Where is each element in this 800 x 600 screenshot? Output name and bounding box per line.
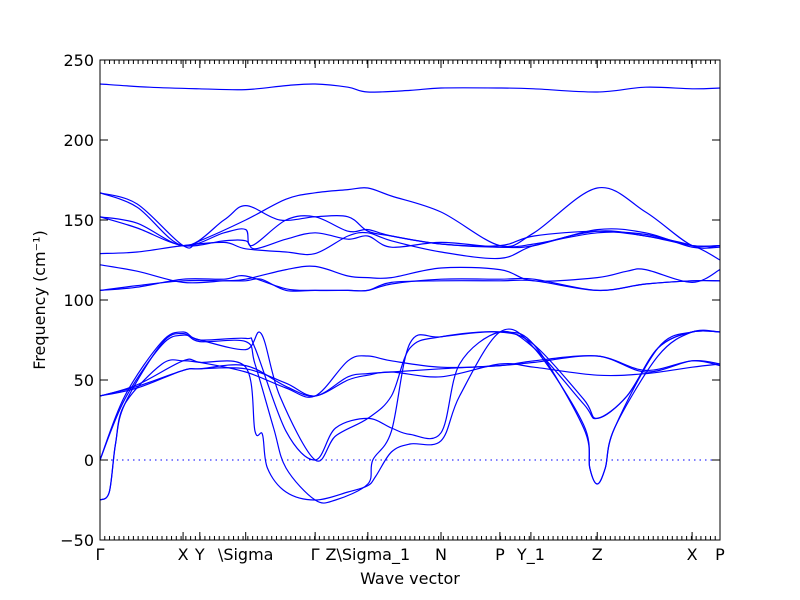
y-tick-label: 50 (74, 371, 94, 390)
y-tick-label: 0 (84, 451, 94, 470)
x-tick-label: Γ (96, 545, 105, 564)
x-tick-label: Z (592, 545, 603, 564)
y-tick-label: −50 (60, 531, 94, 550)
x-tick-label: Z\Sigma_1 (325, 545, 410, 565)
y-tick-label: 200 (63, 131, 94, 150)
band-series (99, 83, 721, 504)
y-axis-ticks: −50 0 50 100 150 200 250 (60, 51, 720, 550)
y-tick-label: 100 (63, 291, 94, 310)
x-tick-label: N (435, 545, 447, 564)
band-line-11 (99, 330, 721, 462)
x-axis-ticks: Γ X Y \Sigma Γ Z\Sigma_1 N P Y_1 Z X P (96, 60, 725, 565)
band-line-4 (99, 215, 721, 249)
band-line-6 (99, 230, 721, 261)
band-line-9 (99, 278, 721, 292)
x-tick-label: P (495, 545, 505, 564)
y-tick-label: 250 (63, 51, 94, 70)
band-line-13 (99, 328, 721, 501)
x-tick-label: X (687, 545, 698, 564)
x-tick-label: Γ (311, 545, 320, 564)
x-tick-label: P (715, 545, 725, 564)
band-line-5 (99, 216, 721, 250)
band-line-1 (99, 83, 721, 93)
band-line-16 (99, 355, 721, 398)
x-tick-label: Y (194, 545, 205, 564)
y-axis-title: Frequency (cm⁻¹) (30, 230, 49, 369)
band-line-12 (99, 330, 721, 504)
x-tick-label: \Sigma (218, 545, 274, 564)
x-tick-label: X (178, 545, 189, 564)
x-axis-title: Wave vector (360, 569, 460, 588)
plot-frame (99, 59, 721, 541)
y-tick-label: 150 (63, 211, 94, 230)
x-tick-label: Y_1 (516, 545, 545, 565)
